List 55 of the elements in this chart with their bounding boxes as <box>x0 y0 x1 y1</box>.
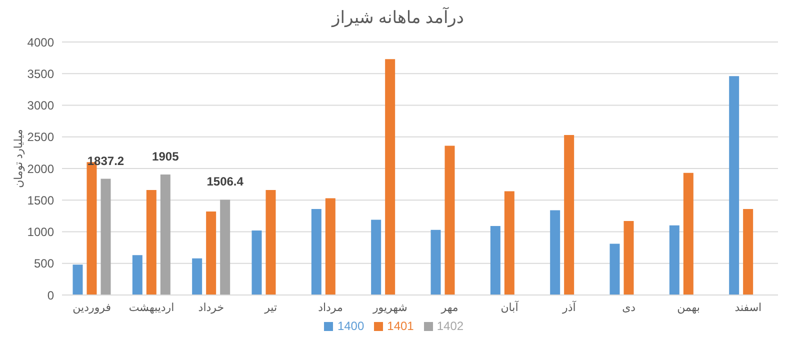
x-tick-label: مهر <box>440 302 458 314</box>
bar <box>610 244 620 295</box>
bar <box>504 191 514 295</box>
y-tick-label: 2000 <box>27 162 54 176</box>
bar <box>444 146 455 295</box>
data-label: 1837.2 <box>87 154 124 168</box>
data-label: 1905 <box>152 150 180 164</box>
x-tick-label: آذر <box>562 300 577 314</box>
bar <box>311 208 322 295</box>
bar <box>160 174 170 295</box>
bar <box>252 230 262 295</box>
x-tick-label: مرداد <box>318 302 344 314</box>
bar <box>132 255 142 295</box>
x-tick-label: فروردین <box>72 302 111 314</box>
y-tick-label: 3000 <box>27 98 54 113</box>
x-tick-label: دی <box>622 302 636 314</box>
y-tick-label: 0 <box>47 288 54 302</box>
bar <box>206 212 216 295</box>
bar <box>550 210 560 295</box>
legend-label: 1401 <box>387 319 414 333</box>
legend-label: 1400 <box>337 319 364 333</box>
legend-label: 1402 <box>436 319 464 333</box>
x-tick-label: خرداد <box>198 302 224 314</box>
bar <box>490 226 500 295</box>
bar <box>371 220 382 295</box>
bar <box>564 134 574 295</box>
x-tick-label: بهمن <box>677 302 700 314</box>
bar <box>192 258 202 295</box>
bar <box>146 190 156 295</box>
bar <box>325 198 336 295</box>
x-tick-label: تیر <box>264 302 278 314</box>
y-tick-label: 1000 <box>27 225 54 240</box>
y-tick-label: 1500 <box>27 193 54 208</box>
x-tick-label: شهریور <box>372 302 408 314</box>
bar <box>624 221 634 295</box>
x-tick-label: اردیبهشت <box>128 302 174 314</box>
x-tick-label: آبان <box>500 300 520 314</box>
y-tick-label: 3500 <box>27 66 54 81</box>
bar <box>266 190 276 295</box>
bar <box>430 230 441 295</box>
bar <box>683 172 694 295</box>
data-label: 1506.4 <box>206 174 244 189</box>
x-tick-label: اسفند <box>734 302 762 314</box>
bar <box>669 225 680 295</box>
bar <box>385 59 396 295</box>
chart-title: درآمد ماهانه شیراز <box>330 8 465 30</box>
bar <box>743 208 754 295</box>
y-axis-title: میلیارد تومان <box>12 128 25 188</box>
bar <box>220 200 230 295</box>
y-tick-label: 500 <box>34 256 54 271</box>
bar <box>72 264 83 295</box>
bar <box>729 76 740 295</box>
bar <box>100 178 111 295</box>
y-tick-label: 4000 <box>27 35 54 50</box>
y-tick-label: 2500 <box>27 130 54 144</box>
